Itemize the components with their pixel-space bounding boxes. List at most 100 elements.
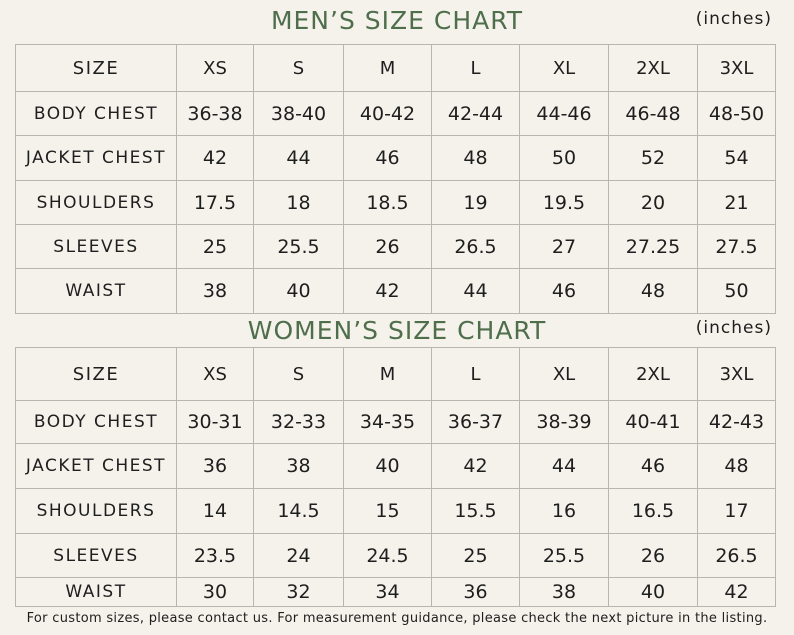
table-cell: 46 [343, 136, 431, 180]
table-cell: 36 [176, 444, 253, 488]
table-cell: S [253, 45, 343, 91]
table-cell: 26 [608, 534, 697, 577]
table-cell: 16.5 [608, 489, 697, 533]
table-cell: S [253, 348, 343, 400]
table-row: WAIST 38 40 42 44 46 48 50 [16, 268, 775, 313]
table-cell: 44 [431, 269, 519, 313]
table-cell: 27.5 [697, 225, 775, 268]
table-cell: XS [176, 45, 253, 91]
table-cell: 26 [343, 225, 431, 268]
table-cell: 38 [519, 578, 608, 606]
table-cell: XS [176, 348, 253, 400]
table-cell: 20 [608, 181, 697, 224]
table-cell: 16 [519, 489, 608, 533]
table-cell: 34-35 [343, 401, 431, 443]
table-cell: 54 [697, 136, 775, 180]
table-cell: 24.5 [343, 534, 431, 577]
table-cell: 38-40 [253, 92, 343, 135]
table-cell: 19.5 [519, 181, 608, 224]
table-cell: M [343, 45, 431, 91]
table-cell: 42 [697, 578, 775, 606]
men-title: MEN’S SIZE CHART [270, 6, 524, 35]
table-cell: 3XL [697, 348, 775, 400]
table-cell: 40 [608, 578, 697, 606]
table-cell: 2XL [608, 348, 697, 400]
table-cell: 25.5 [253, 225, 343, 268]
footer-note: For custom sizes, please contact us. For… [26, 611, 768, 626]
table-cell: 44-46 [519, 92, 608, 135]
table-cell: 32-33 [253, 401, 343, 443]
table-cell: XL [519, 348, 608, 400]
table-row: SHOULDERS 14 14.5 15 15.5 16 16.5 17 [16, 488, 775, 533]
table-cell: 40-41 [608, 401, 697, 443]
table-cell: 36 [431, 578, 519, 606]
table-cell: 27 [519, 225, 608, 268]
table-cell: 24 [253, 534, 343, 577]
table-cell: 52 [608, 136, 697, 180]
row-label: BODY CHEST [33, 103, 159, 124]
table-cell: 3XL [697, 45, 775, 91]
table-row: JACKET CHEST 42 44 46 48 50 52 54 [16, 135, 775, 180]
table-cell: 46 [608, 444, 697, 488]
table-cell: 30 [176, 578, 253, 606]
row-label: WAIST [65, 281, 127, 301]
table-cell: 38 [176, 269, 253, 313]
table-cell: 18.5 [343, 181, 431, 224]
table-cell: 36-38 [176, 92, 253, 135]
table-cell: 38-39 [519, 401, 608, 443]
table-row: SLEEVES 25 25.5 26 26.5 27 27.25 27.5 [16, 224, 775, 268]
row-label: SIZE [72, 57, 120, 79]
row-label: JACKET CHEST [25, 456, 167, 476]
table-cell: 23.5 [176, 534, 253, 577]
table-cell: 44 [253, 136, 343, 180]
table-cell: 50 [519, 136, 608, 180]
table-cell: 42-44 [431, 92, 519, 135]
row-label: BODY CHEST [33, 412, 159, 432]
men-unit: (inches) [695, 9, 772, 29]
table-cell: 19 [431, 181, 519, 224]
table-cell: L [431, 348, 519, 400]
row-label: SHOULDERS [36, 192, 156, 213]
table-cell: 42 [431, 444, 519, 488]
table-cell: 48 [697, 444, 775, 488]
table-cell: 17.5 [176, 181, 253, 224]
table-row: BODY CHEST 30-31 32-33 34-35 36-37 38-39 40-41… [16, 400, 775, 443]
table-cell: L [431, 45, 519, 91]
table-cell: XL [519, 45, 608, 91]
table-cell: 46-48 [608, 92, 697, 135]
header-row: SIZE XS S M L XL 2XL 3XL [16, 348, 775, 400]
table-row: WAIST 30 32 34 36 38 40 42 [16, 577, 775, 606]
table-cell: 26.5 [431, 225, 519, 268]
table-cell: 44 [519, 444, 608, 488]
table-cell: 36-37 [431, 401, 519, 443]
table-cell: 26.5 [697, 534, 775, 577]
table-cell: 30-31 [176, 401, 253, 443]
table-cell: 34 [343, 578, 431, 606]
table-row: BODY CHEST 36-38 38-40 40-42 42-44 44-46 46-48… [16, 91, 775, 135]
table-cell: 18 [253, 181, 343, 224]
table-cell: 48-50 [697, 92, 775, 135]
row-label: SLEEVES [53, 545, 139, 566]
table-cell: M [343, 348, 431, 400]
women-table: SIZE XS S M L XL 2XL 3XL BODY CHEST 30-31 32-33 34-… [15, 347, 776, 607]
row-label: SIZE [72, 363, 120, 385]
table-cell: 42 [176, 136, 253, 180]
table-cell: 2XL [608, 45, 697, 91]
table-cell: 15.5 [431, 489, 519, 533]
table-cell: 48 [431, 136, 519, 180]
table-cell: 42-43 [697, 401, 775, 443]
table-cell: 40 [253, 269, 343, 313]
table-cell: 40 [343, 444, 431, 488]
header-row: SIZE XS S M L XL 2XL 3XL [16, 45, 775, 91]
table-row: SLEEVES 23.5 24 24.5 25 25.5 26 26.5 [16, 533, 775, 577]
row-label: SHOULDERS [36, 501, 156, 521]
table-cell: 32 [253, 578, 343, 606]
table-cell: 14.5 [253, 489, 343, 533]
table-cell: 38 [253, 444, 343, 488]
table-cell: 25.5 [519, 534, 608, 577]
table-cell: 42 [343, 269, 431, 313]
table-cell: 48 [608, 269, 697, 313]
table-row: SHOULDERS 17.5 18 18.5 19 19.5 20 21 [16, 180, 775, 224]
row-label: WAIST [65, 582, 127, 602]
